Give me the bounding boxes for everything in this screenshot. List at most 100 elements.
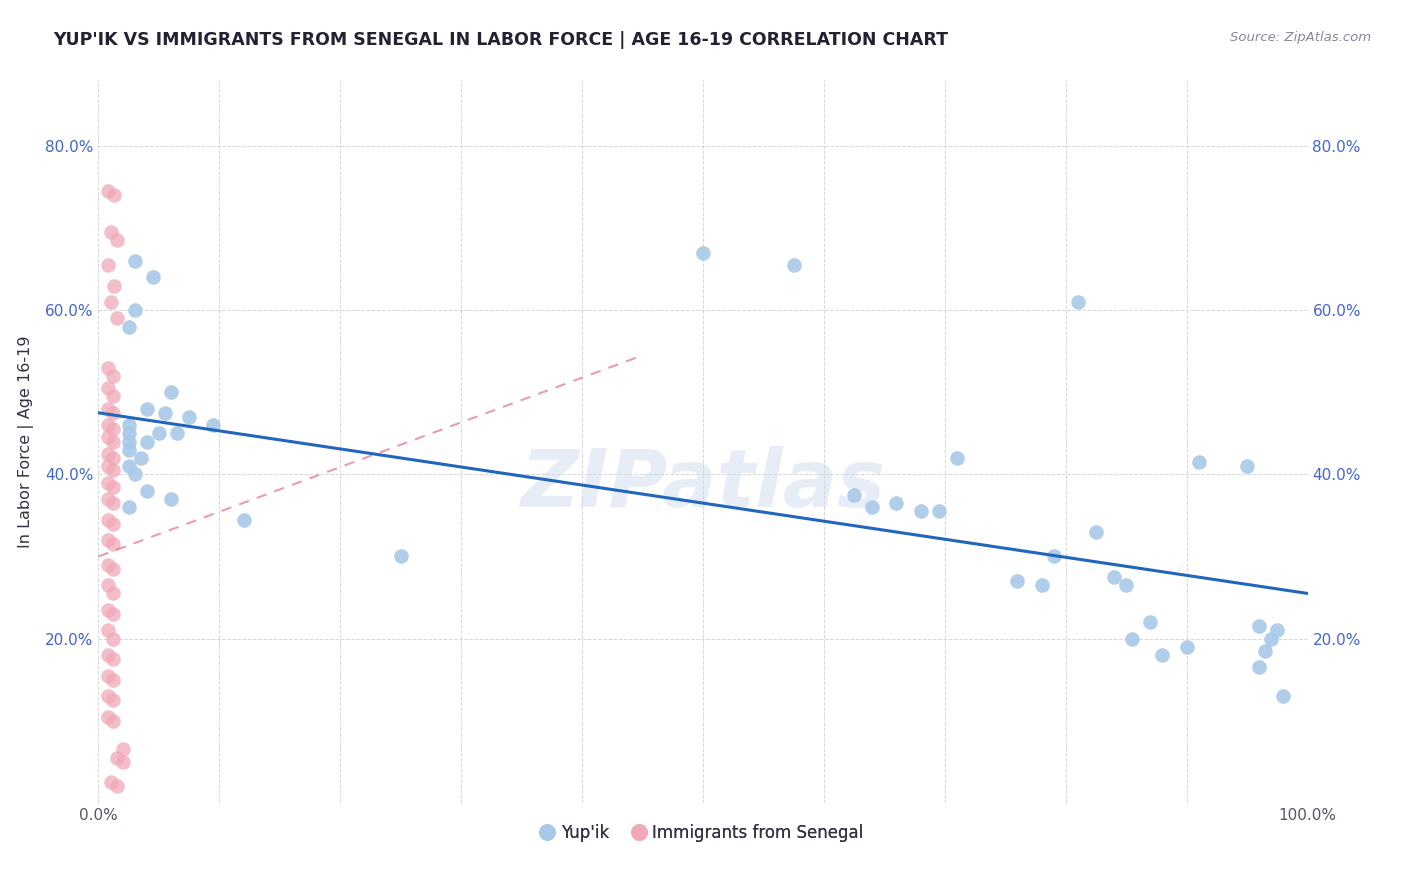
Point — [1249, 660, 1271, 674]
Point — [97, 430, 120, 444]
Point — [101, 693, 124, 707]
Point — [97, 418, 120, 433]
Point — [928, 504, 950, 518]
Point — [97, 578, 120, 592]
Point — [148, 426, 170, 441]
Point — [111, 742, 134, 756]
Point — [97, 459, 120, 474]
Point — [101, 463, 124, 477]
Point — [1121, 632, 1143, 646]
Point — [118, 442, 141, 457]
Point — [100, 775, 122, 789]
Point — [101, 406, 124, 420]
Point — [1085, 524, 1108, 539]
Point — [1031, 578, 1053, 592]
Point — [97, 475, 120, 490]
Point — [97, 401, 120, 416]
Text: YUP'IK VS IMMIGRANTS FROM SENEGAL IN LABOR FORCE | AGE 16-19 CORRELATION CHART: YUP'IK VS IMMIGRANTS FROM SENEGAL IN LAB… — [53, 31, 949, 49]
Point — [101, 586, 124, 600]
Point — [1152, 648, 1174, 662]
Point — [105, 780, 128, 794]
Point — [1249, 619, 1271, 633]
Point — [101, 368, 124, 383]
Point — [1188, 455, 1211, 469]
Point — [101, 450, 124, 465]
Point — [101, 714, 124, 728]
Point — [105, 311, 128, 326]
Point — [105, 233, 128, 247]
Point — [118, 426, 141, 441]
Point — [97, 447, 120, 461]
Point — [1042, 549, 1064, 564]
Point — [166, 426, 188, 441]
Point — [97, 533, 120, 547]
Point — [1007, 574, 1029, 588]
Point — [118, 319, 141, 334]
Point — [101, 673, 124, 687]
Point — [101, 632, 124, 646]
Point — [1254, 644, 1277, 658]
Point — [118, 434, 141, 449]
Point — [101, 389, 124, 403]
Point — [97, 381, 120, 395]
Point — [1272, 689, 1295, 703]
Point — [1102, 570, 1125, 584]
Point — [101, 652, 124, 666]
Point — [124, 253, 146, 268]
Point — [103, 188, 125, 202]
Legend: Yup'ik, Immigrants from Senegal: Yup'ik, Immigrants from Senegal — [536, 817, 870, 848]
Point — [97, 258, 120, 272]
Point — [118, 500, 141, 515]
Point — [105, 750, 128, 764]
Point — [97, 512, 120, 526]
Point — [153, 406, 176, 420]
Point — [97, 648, 120, 662]
Point — [910, 504, 932, 518]
Point — [202, 418, 225, 433]
Point — [111, 755, 134, 769]
Point — [97, 709, 120, 723]
Point — [1267, 624, 1289, 638]
Point — [97, 624, 120, 638]
Point — [179, 409, 201, 424]
Point — [97, 491, 120, 506]
Point — [946, 450, 969, 465]
Point — [101, 562, 124, 576]
Point — [101, 516, 124, 531]
Point — [844, 488, 866, 502]
Point — [97, 689, 120, 703]
Point — [860, 500, 883, 515]
Point — [692, 245, 714, 260]
Point — [97, 184, 120, 198]
Point — [101, 607, 124, 621]
Text: ZIPatlas: ZIPatlas — [520, 446, 886, 524]
Point — [97, 668, 120, 682]
Point — [886, 496, 908, 510]
Point — [97, 603, 120, 617]
Point — [1236, 459, 1258, 474]
Point — [160, 385, 183, 400]
Point — [97, 558, 120, 572]
Point — [101, 537, 124, 551]
Point — [135, 401, 157, 416]
Point — [1139, 615, 1161, 630]
Point — [103, 278, 125, 293]
Point — [135, 483, 157, 498]
Point — [1115, 578, 1137, 592]
Point — [135, 434, 157, 449]
Point — [101, 496, 124, 510]
Point — [101, 480, 124, 494]
Point — [124, 467, 146, 482]
Point — [142, 270, 165, 285]
Point — [389, 549, 412, 564]
Text: Source: ZipAtlas.com: Source: ZipAtlas.com — [1230, 31, 1371, 45]
Point — [100, 295, 122, 310]
Point — [118, 418, 141, 433]
Point — [232, 512, 254, 526]
Point — [1260, 632, 1282, 646]
Y-axis label: In Labor Force | Age 16-19: In Labor Force | Age 16-19 — [18, 335, 34, 548]
Point — [101, 434, 124, 449]
Point — [100, 225, 122, 239]
Point — [124, 303, 146, 318]
Point — [160, 491, 183, 506]
